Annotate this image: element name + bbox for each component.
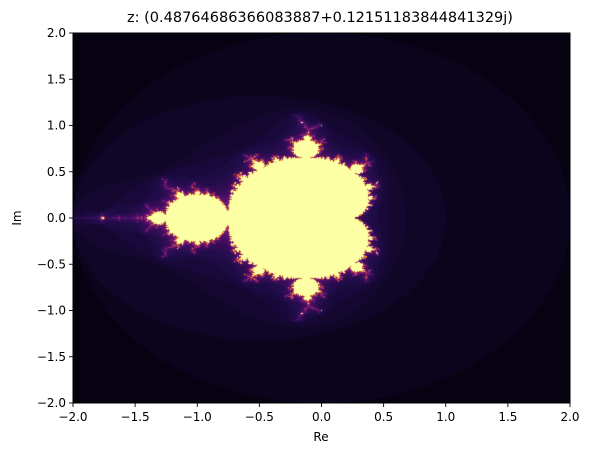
x-tick-label: −2.0 [58, 410, 87, 424]
x-axis-ticks: −2.0 −1.5 −1.0 −0.5 0.0 0.5 1.0 1.5 2.0 [58, 403, 580, 424]
y-tick-label: −1.5 [37, 350, 66, 364]
y-axis-label: Im [10, 210, 24, 225]
heatmap-image [73, 33, 570, 403]
x-tick-label: 0.5 [374, 410, 393, 424]
x-tick-label: −0.5 [245, 410, 274, 424]
y-tick-label: −0.5 [37, 257, 66, 271]
x-tick-label: 0.0 [312, 410, 331, 424]
x-tick-label: 1.0 [436, 410, 455, 424]
y-tick-label: 0.0 [47, 211, 66, 225]
x-axis-label: Re [313, 430, 328, 444]
plot-area [72, 32, 571, 404]
y-tick-label: 2.0 [47, 26, 66, 40]
y-tick-label: −2.0 [37, 396, 66, 410]
x-tick-label: −1.0 [183, 410, 212, 424]
x-tick-label: −1.5 [121, 410, 150, 424]
y-tick-label: 1.0 [47, 119, 66, 133]
y-axis-ticks: 2.0 1.5 1.0 0.5 0.0 −0.5 −1.0 −1.5 −2.0 [37, 26, 73, 410]
chart-title: z: (0.48764686366083887+0.12151183844841… [127, 10, 513, 26]
x-tick-label: 1.5 [498, 410, 517, 424]
y-tick-label: 0.5 [47, 165, 66, 179]
y-tick-label: −1.0 [37, 304, 66, 318]
y-tick-label: 1.5 [47, 72, 66, 86]
x-tick-label: 2.0 [560, 410, 579, 424]
